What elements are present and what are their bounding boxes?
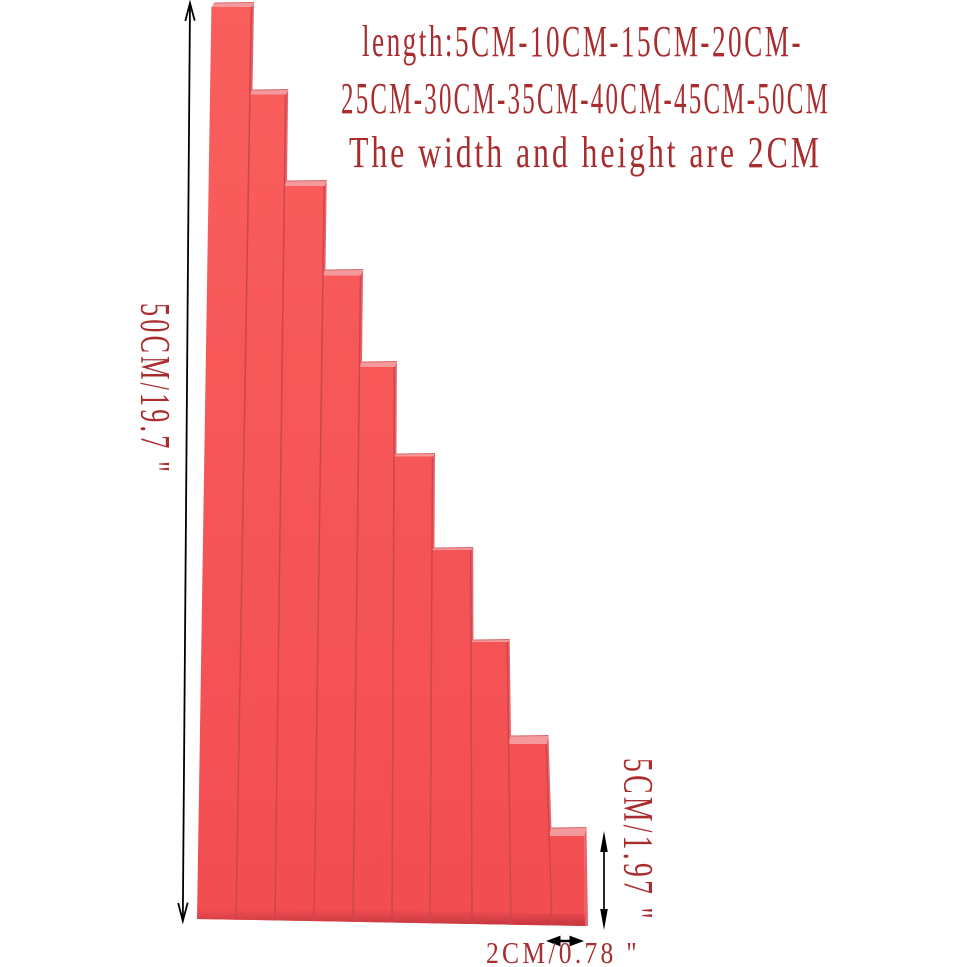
svg-text:The width and height are 2CM: The width and height are 2CM [349,128,822,177]
svg-text:length:5CM-10CM-15CM-20CM-: length:5CM-10CM-15CM-20CM- [362,17,803,66]
svg-text:25CM-30CM-35CM-40CM-45CM-50CM: 25CM-30CM-35CM-40CM-45CM-50CM [341,74,830,123]
svg-text:50CM/19.7 ": 50CM/19.7 " [131,303,177,475]
svg-text:2CM/0.78 ": 2CM/0.78 " [486,935,640,967]
svg-text:5CM/1.97 ": 5CM/1.97 " [614,758,660,922]
